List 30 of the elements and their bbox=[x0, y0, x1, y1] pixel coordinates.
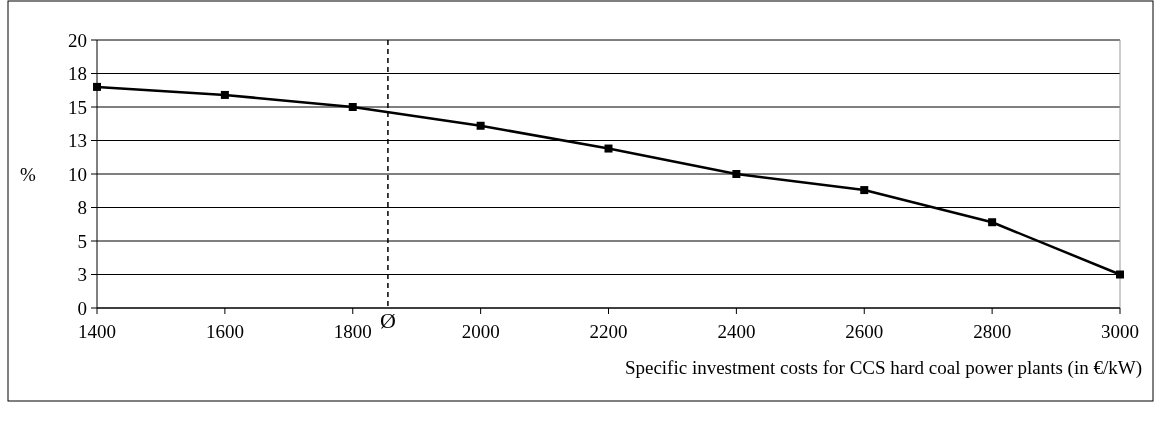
y-tick-label: 3 bbox=[77, 264, 87, 286]
y-tick-label: 0 bbox=[77, 297, 87, 319]
point bbox=[1116, 270, 1124, 279]
y-tick-label: 20 bbox=[68, 29, 87, 51]
y-tick-label: 15 bbox=[68, 96, 87, 118]
x-axis-title: Specific investment costs for CCS hard coal power plants (in €/kW) bbox=[624, 357, 1142, 379]
y-tick-label: 5 bbox=[77, 230, 87, 252]
point bbox=[476, 121, 485, 130]
y-tick-label: 10 bbox=[68, 163, 87, 185]
x-tick-label: 2600 bbox=[845, 321, 884, 342]
point bbox=[732, 170, 741, 178]
x-tick-label: 1600 bbox=[205, 321, 244, 342]
y-tick-label: 8 bbox=[77, 197, 87, 219]
ref-line-label: Ø bbox=[379, 308, 396, 333]
point bbox=[220, 90, 229, 99]
point bbox=[93, 82, 101, 91]
y-tick-label: 18 bbox=[68, 63, 87, 85]
y-axis-title: % bbox=[20, 163, 37, 185]
x-tick-label: 3000 bbox=[1101, 321, 1139, 342]
point bbox=[348, 103, 357, 111]
point bbox=[604, 144, 613, 153]
x-tick-label: 2800 bbox=[973, 321, 1012, 342]
x-tick-label: 2400 bbox=[717, 321, 756, 342]
x-tick-label: 1400 bbox=[78, 321, 116, 342]
point bbox=[860, 186, 869, 195]
y-tick-label: 13 bbox=[68, 130, 87, 152]
x-tick-label: 2000 bbox=[461, 321, 500, 342]
point bbox=[988, 218, 997, 227]
x-tick-label: 1800 bbox=[333, 321, 372, 342]
x-tick-label: 2200 bbox=[589, 321, 628, 342]
